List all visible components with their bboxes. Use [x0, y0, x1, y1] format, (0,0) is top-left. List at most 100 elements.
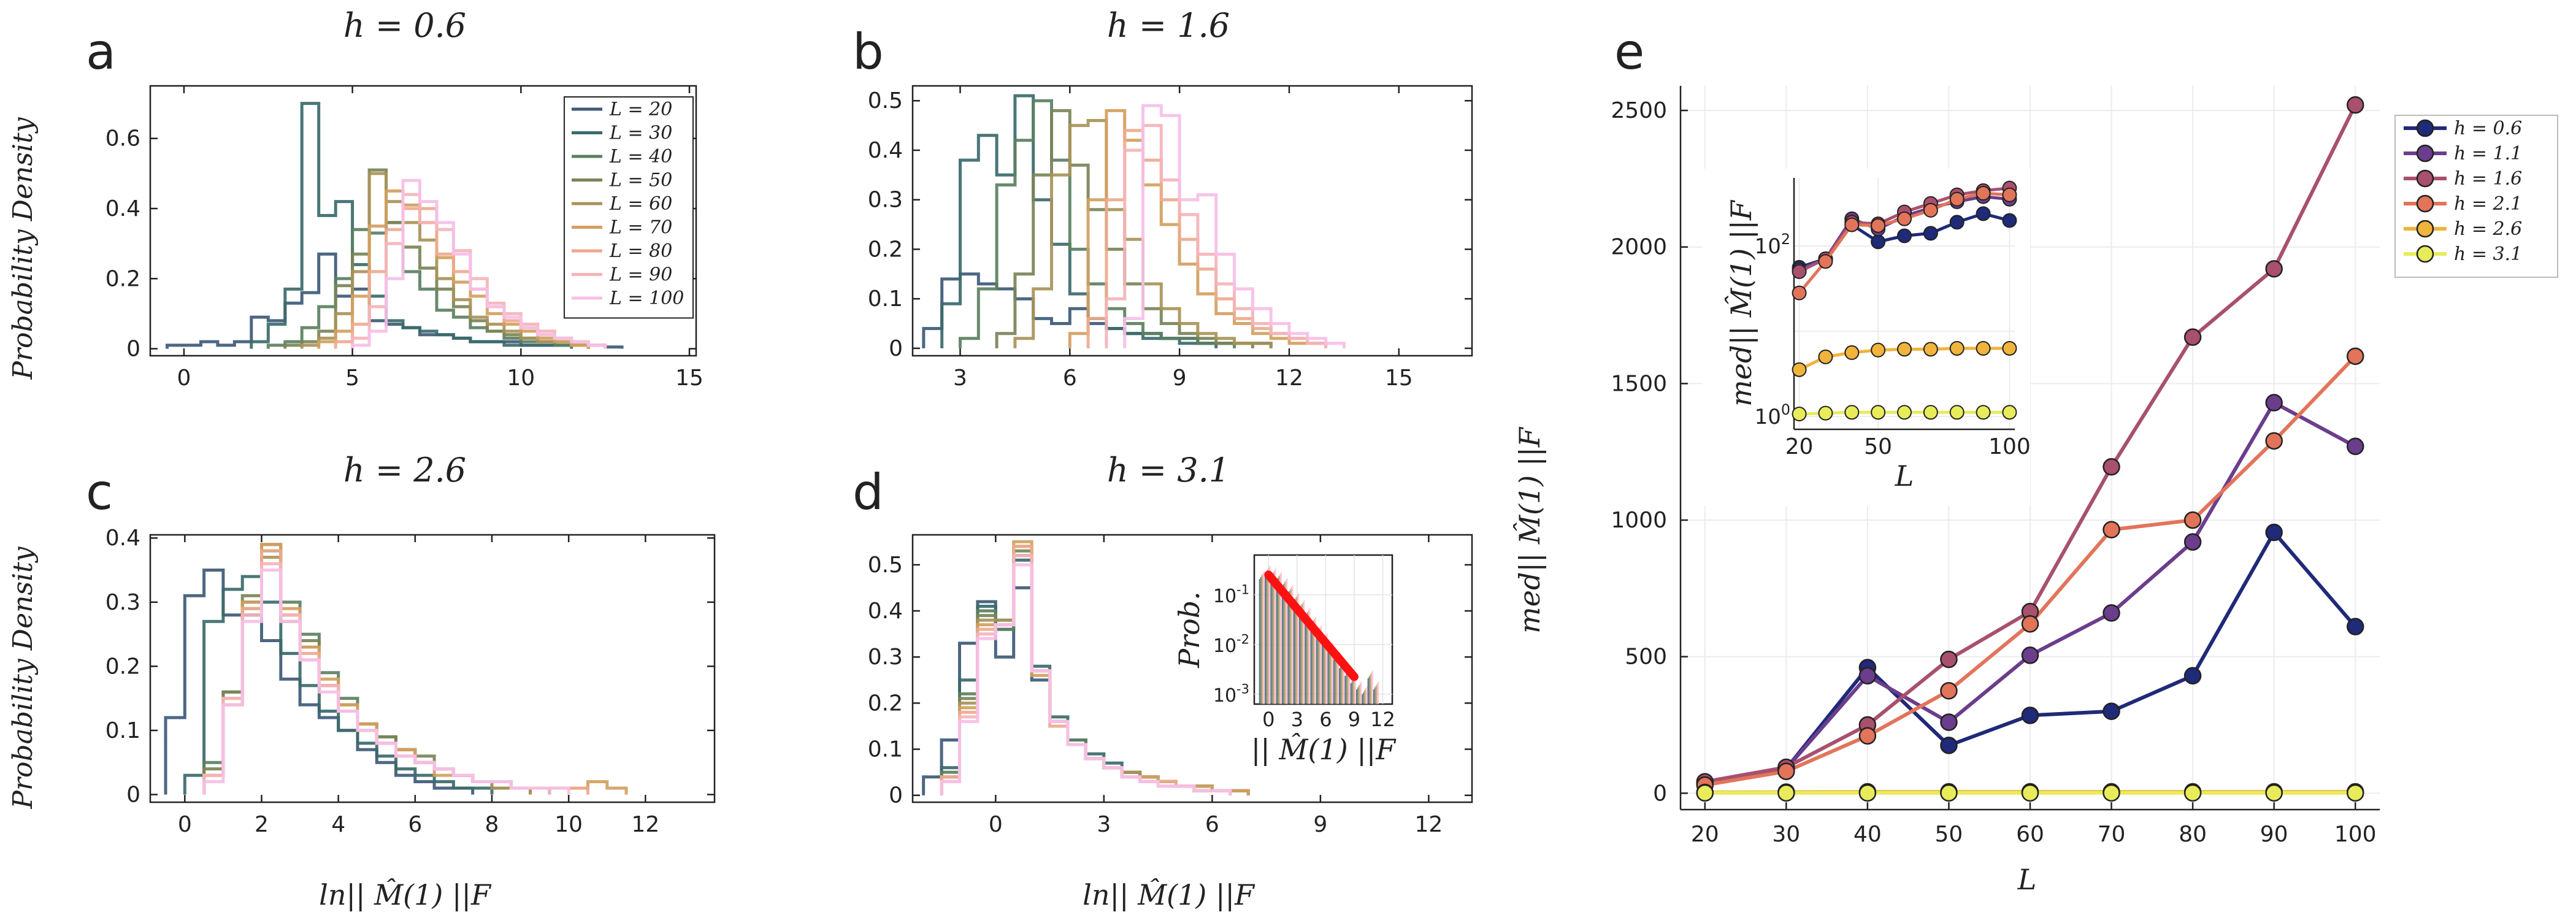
x-tick-label: 50 [1935, 822, 1963, 847]
legend-marker [2416, 169, 2434, 188]
xlabel-e: L [2017, 863, 2037, 896]
panel-label-c: c [86, 464, 113, 521]
inset-bar [1335, 655, 1337, 704]
data-point [2103, 604, 2120, 622]
ylabel-a: Probability Density [7, 117, 39, 380]
inset-bar [1371, 672, 1373, 704]
x-tick-label: 80 [2179, 822, 2207, 847]
inset-y-tick-label: 10-1 [1213, 582, 1249, 607]
panel-label-e: e [1614, 23, 1644, 80]
x-tick-label: 4 [331, 812, 345, 837]
inset-point [1897, 228, 1912, 243]
x-tick-label: 6 [408, 812, 422, 837]
inset-bar [1273, 570, 1275, 704]
inset-bar [1262, 573, 1264, 704]
inset-bar [1354, 677, 1355, 704]
histogram-series-L30 [940, 94, 1218, 348]
inset-y-tick-label: 10-3 [1213, 681, 1249, 707]
y-tick-label: 0.3 [105, 590, 140, 615]
data-point [2103, 521, 2120, 539]
plot-frame [911, 534, 1473, 803]
inset-point [1949, 215, 1965, 230]
inset-point [2002, 405, 2017, 420]
y-tick-label: 2500 [1611, 98, 1667, 123]
inset-point [1923, 342, 1938, 357]
x-tick-label: 9 [1313, 812, 1327, 837]
x-tick-label: 20 [1691, 822, 1719, 847]
inset-bar [1313, 621, 1314, 704]
inset-point [1897, 342, 1912, 357]
histogram-series-L40 [958, 99, 1236, 348]
data-point [2265, 784, 2283, 802]
y-tick-label: 0.1 [105, 718, 140, 743]
inset-bar [1350, 683, 1352, 704]
inset-point [1844, 217, 1860, 232]
x-tick-label: 0 [989, 812, 1003, 837]
x-tick-label: 12 [1414, 812, 1443, 837]
legend-label: h = 3.1 [2454, 243, 2522, 265]
inset-bar [1364, 690, 1365, 704]
ylabel-c: Probability Density [7, 546, 39, 809]
data-point [1940, 713, 1958, 731]
inset-point [1844, 405, 1860, 420]
data-point [2103, 784, 2120, 802]
y-tick-label: 0.4 [868, 599, 903, 624]
inset-bar [1271, 574, 1273, 704]
histogram-series-L50 [202, 543, 532, 795]
legend-label: h = 1.6 [2454, 168, 2522, 190]
inset-bar [1342, 662, 1344, 704]
inset-point [1871, 218, 1886, 233]
inset-bar [1270, 577, 1272, 704]
legend-label: L = 30 [609, 123, 672, 144]
x-tick-label: 30 [1772, 822, 1800, 847]
inset-bar [1306, 611, 1308, 704]
legend-marker [2416, 194, 2434, 213]
title-c: h = 2.6 [343, 451, 466, 489]
inset-bar [1260, 577, 1262, 704]
plot-frame [149, 85, 697, 357]
inset-bar [1326, 633, 1328, 704]
inset-bar [1285, 580, 1287, 704]
x-tick-label: 9 [1173, 366, 1187, 391]
inset-point [1949, 191, 1965, 207]
y-tick-label: 0 [126, 337, 140, 362]
y-tick-label: 0.3 [868, 188, 903, 213]
xlabel-c: ln|| M̂(1) ||F [319, 878, 492, 911]
y-tick-label: 0.4 [868, 138, 903, 163]
inset-bar [1372, 670, 1373, 704]
inset-bar [1321, 625, 1322, 704]
inset-bar [1357, 687, 1359, 704]
inset-bar [1309, 608, 1311, 704]
inset-bar [1263, 571, 1265, 704]
inset-bar [1339, 668, 1340, 704]
inset-bar [1323, 639, 1324, 704]
legend-e: h = 0.6 h = 1.1 h = 1.6 h = 2.1 h = 2.6 h = 3… [2394, 115, 2558, 278]
y-tick-label: 0.5 [868, 553, 903, 578]
inset-bar [1359, 683, 1361, 704]
panel-label-b: b [853, 23, 884, 80]
inset-y-tick-label: 10-2 [1213, 632, 1249, 657]
xlabel-d: ln|| M̂(1) ||F [1083, 878, 1255, 911]
x-tick-label: 0 [177, 366, 191, 391]
inset-bar [1302, 602, 1304, 704]
histogram-series-L100 [351, 178, 607, 349]
inset-point [1923, 202, 1938, 218]
inset-point [2002, 187, 2017, 202]
inset-ylabel: Prob. [1173, 591, 1206, 669]
inset-bar [1344, 676, 1346, 704]
legend-label: h = 1.1 [2454, 143, 2522, 164]
x-tick-label: 15 [1385, 366, 1413, 391]
inset-bar [1278, 576, 1280, 704]
legend-marker [2416, 220, 2434, 238]
inset-bar [1351, 681, 1353, 704]
inset-bar [1378, 681, 1379, 704]
inset-bar [1287, 593, 1289, 704]
inset-x-tick-label: 50 [1864, 434, 1892, 459]
inset-bar [1310, 624, 1312, 704]
inset-bar [1375, 685, 1377, 704]
data-point [2346, 437, 2364, 456]
inset-bar [1373, 689, 1374, 704]
inset-bar [1315, 616, 1316, 704]
inset-bar [1330, 646, 1332, 704]
inset-point [2002, 340, 2017, 356]
